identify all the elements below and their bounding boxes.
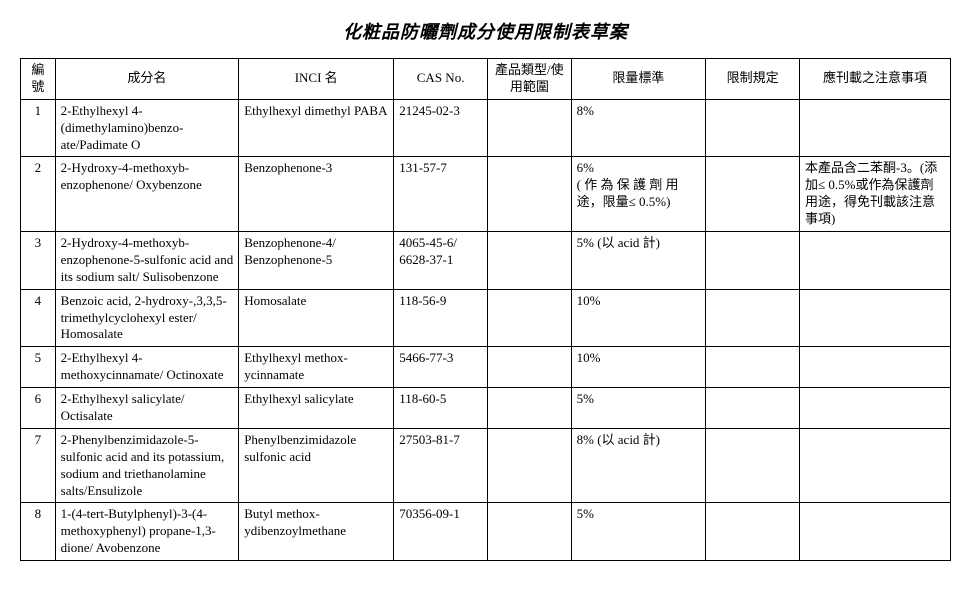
table-row: 22-Hydroxy-4-methoxyb­enzophenone/ Oxybe… [21, 157, 951, 232]
cell-inci: Butyl methox­ydibenzoylmethane [239, 503, 394, 561]
cell-notice [800, 388, 951, 429]
cell-cas: 4065-45-6/ 6628-37-1 [394, 232, 488, 290]
cell-limit: 10% [571, 289, 706, 347]
cell-inci: Ethylhexyl methox­ycinnamate [239, 347, 394, 388]
cell-inci: Homosalate [239, 289, 394, 347]
col-name: 成分名 [55, 59, 239, 100]
page-title: 化粧品防曬劑成分使用限制表草案 [20, 18, 951, 44]
cell-no: 7 [21, 428, 56, 503]
cell-no: 6 [21, 388, 56, 429]
cell-limit: 5% (以 acid 計) [571, 232, 706, 290]
table-row: 72-Phenylbenzimidazole-5-sulfonic acid a… [21, 428, 951, 503]
cell-no: 4 [21, 289, 56, 347]
table-header-row: 編號 成分名 INCI 名 CAS No. 產品類型/使用範圍 限量標準 限制規… [21, 59, 951, 100]
cell-cas: 27503-81-7 [394, 428, 488, 503]
table-row: 62-Ethylhexyl salicylate/ OctisalateEthy… [21, 388, 951, 429]
cell-cas: 118-60-5 [394, 388, 488, 429]
cell-restrict [706, 289, 800, 347]
cell-limit: 8% (以 acid 計) [571, 428, 706, 503]
cell-cas: 118-56-9 [394, 289, 488, 347]
col-ptype: 產品類型/使用範圍 [488, 59, 572, 100]
cell-no: 2 [21, 157, 56, 232]
cell-notice [800, 347, 951, 388]
cell-restrict [706, 157, 800, 232]
cell-ptype [488, 347, 572, 388]
cell-notice [800, 232, 951, 290]
cell-inci: Phenylbenzimidaz­ole sulfonic acid [239, 428, 394, 503]
cell-name: Benzoic acid, 2-hydroxy-,3,3,5-trimet­hy… [55, 289, 239, 347]
cell-name: 2-Phenylbenzimidazole-5-sulfonic acid an… [55, 428, 239, 503]
ingredients-table: 編號 成分名 INCI 名 CAS No. 產品類型/使用範圍 限量標準 限制規… [20, 58, 951, 561]
cell-notice [800, 503, 951, 561]
cell-notice [800, 428, 951, 503]
cell-restrict [706, 232, 800, 290]
cell-restrict [706, 503, 800, 561]
cell-cas: 21245-02-3 [394, 99, 488, 157]
cell-name: 2-Hydroxy-4-methoxyb­enzophenone/ Oxyben… [55, 157, 239, 232]
col-cas: CAS No. [394, 59, 488, 100]
cell-ptype [488, 99, 572, 157]
cell-restrict [706, 388, 800, 429]
cell-name: 2-Ethylhexyl 4-methoxycinnamate/ Octinox… [55, 347, 239, 388]
cell-limit: 5% [571, 503, 706, 561]
col-notice: 應刊載之注意事項 [800, 59, 951, 100]
cell-cas: 5466-77-3 [394, 347, 488, 388]
table-row: 12-Ethylhexyl 4-(dimethylamino)benzo­ate… [21, 99, 951, 157]
cell-restrict [706, 428, 800, 503]
cell-name: 2-Ethylhexyl salicylate/ Octisalate [55, 388, 239, 429]
col-restrict: 限制規定 [706, 59, 800, 100]
col-inci: INCI 名 [239, 59, 394, 100]
cell-restrict [706, 347, 800, 388]
table-row: 81-(4-tert-Butylphenyl)-3-(4-methoxyphen… [21, 503, 951, 561]
cell-limit: 5% [571, 388, 706, 429]
table-row: 32-Hydroxy-4-methoxyb­enzophenone-5-sulf… [21, 232, 951, 290]
cell-no: 8 [21, 503, 56, 561]
cell-limit: 6%( 作 為 保 護 劑 用途，限量≤ 0.5%) [571, 157, 706, 232]
cell-name: 1-(4-tert-Butylphenyl)-3-(4-methoxypheny… [55, 503, 239, 561]
cell-inci: Benzophenone-4/ Benzophenone-5 [239, 232, 394, 290]
cell-no: 3 [21, 232, 56, 290]
cell-ptype [488, 232, 572, 290]
table-row: 4Benzoic acid, 2-hydroxy-,3,3,5-trimet­h… [21, 289, 951, 347]
cell-limit: 10% [571, 347, 706, 388]
cell-name: 2-Ethylhexyl 4-(dimethylamino)benzo­ate/… [55, 99, 239, 157]
cell-no: 1 [21, 99, 56, 157]
cell-limit: 8% [571, 99, 706, 157]
col-limit: 限量標準 [571, 59, 706, 100]
cell-inci: Ethylhexyl salicylate [239, 388, 394, 429]
cell-inci: Benzophenone-3 [239, 157, 394, 232]
cell-ptype [488, 289, 572, 347]
cell-no: 5 [21, 347, 56, 388]
cell-ptype [488, 388, 572, 429]
cell-notice [800, 289, 951, 347]
cell-cas: 70356-09-1 [394, 503, 488, 561]
cell-notice: 本產品含二苯酮-3。(添加≤ 0.5%或作為保護劑用途，得免刊載該注意事項) [800, 157, 951, 232]
col-no: 編號 [21, 59, 56, 100]
cell-cas: 131-57-7 [394, 157, 488, 232]
cell-notice [800, 99, 951, 157]
table-row: 52-Ethylhexyl 4-methoxycinnamate/ Octino… [21, 347, 951, 388]
cell-name: 2-Hydroxy-4-methoxyb­enzophenone-5-sulfo… [55, 232, 239, 290]
cell-inci: Ethylhexyl dimethyl PABA [239, 99, 394, 157]
cell-ptype [488, 428, 572, 503]
cell-ptype [488, 157, 572, 232]
cell-ptype [488, 503, 572, 561]
cell-restrict [706, 99, 800, 157]
